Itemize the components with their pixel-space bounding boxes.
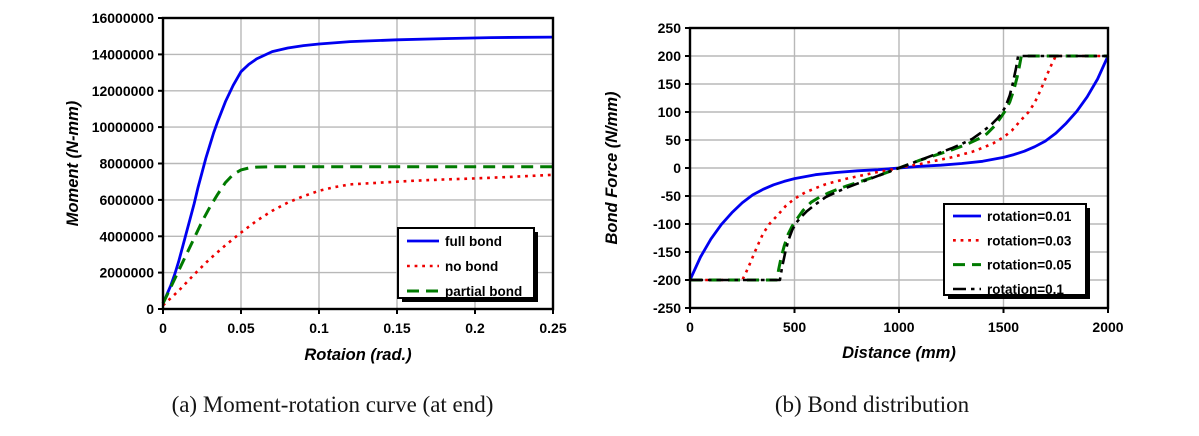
x-axis-title: Distance (mm)	[842, 344, 956, 362]
legend-label: partial bond	[445, 284, 522, 299]
series-partial-bond	[161, 165, 553, 305]
x-tick-label: 0.05	[227, 320, 254, 336]
legend-label: rotation=0.1	[987, 282, 1064, 297]
y-tick-label: -150	[653, 244, 681, 260]
series-full-bond	[161, 35, 554, 305]
x-axis-title: Rotaion (rad.)	[304, 346, 412, 364]
x-tick-label: 0.1	[309, 320, 329, 336]
caption-right: (b) Bond distribution	[774, 392, 970, 417]
x-tick-label: 0	[686, 319, 694, 335]
y-tick-label: 14000000	[92, 46, 155, 62]
y-tick-label: 50	[665, 132, 681, 148]
caption-left: (a) Moment-rotation curve (at end)	[171, 392, 494, 417]
legend-label: rotation=0.01	[987, 209, 1072, 224]
legend-label: rotation=0.03	[987, 233, 1072, 248]
x-tick-label: 0	[159, 320, 167, 336]
x-tick-label: 500	[783, 319, 807, 335]
y-tick-label: -200	[653, 272, 681, 288]
y-tick-label: 0	[673, 160, 681, 176]
y-tick-label: 10000000	[92, 119, 155, 135]
y-tick-label: 2000000	[99, 265, 154, 281]
x-tick-label: 2000	[1092, 319, 1123, 335]
legend-label: rotation=0.05	[987, 258, 1072, 273]
y-tick-label: -100	[653, 216, 681, 232]
x-tick-label: 1500	[988, 319, 1019, 335]
y-tick-label: 200	[658, 48, 682, 64]
y-tick-label: -50	[661, 188, 681, 204]
legend-label: full bond	[445, 234, 502, 249]
y-tick-label: 100	[658, 104, 682, 120]
y-tick-label: 12000000	[92, 83, 155, 99]
y-tick-label: 150	[658, 76, 682, 92]
y-axis-title: Moment (N-mm)	[64, 100, 82, 226]
moment-rotation-chart: 0 0.05 0.1 0.15 0.2 0.25 0 2000000 4000000 600000…	[64, 10, 567, 364]
y-tick-label: 16000000	[92, 10, 155, 26]
y-axis-title: Bond Force (N/mm)	[603, 91, 621, 245]
y-tick-label: 4000000	[99, 228, 154, 244]
series-no-bond	[162, 173, 554, 307]
x-tick-label: 0.25	[539, 320, 566, 336]
y-tick-label: 250	[658, 20, 682, 36]
y-tick-label: 0	[146, 301, 154, 317]
legend-box	[943, 203, 1087, 296]
x-tick-label: 0.2	[465, 320, 485, 336]
y-tick-label: -250	[653, 300, 681, 316]
bond-distribution-chart: 0 500 1000 1500 2000 -250 -200 -150 -100 -50 0 50 10…	[603, 20, 1124, 362]
y-tick-label: 8000000	[99, 156, 154, 172]
legend-label: no bond	[445, 259, 498, 274]
x-tick-label: 0.15	[383, 320, 410, 336]
y-tick-label: 6000000	[99, 192, 154, 208]
series-rotation-0.1	[690, 54, 1108, 282]
x-tick-label: 1000	[883, 319, 914, 335]
